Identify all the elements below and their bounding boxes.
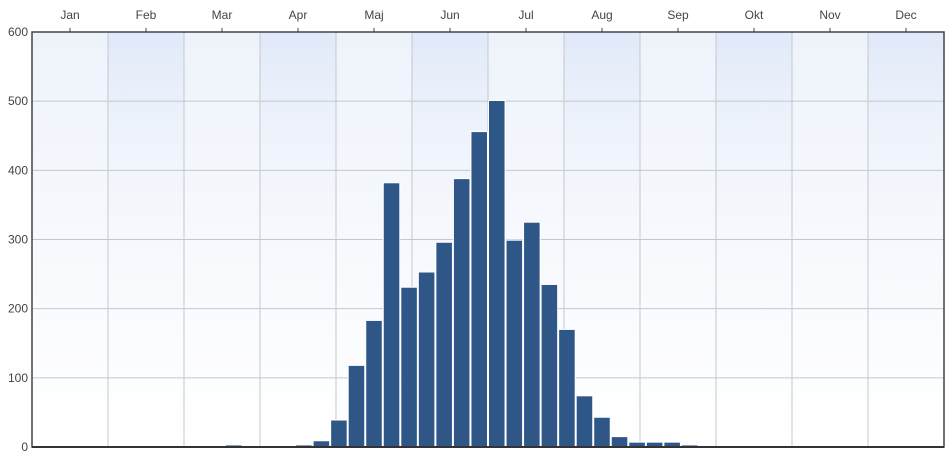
y-tick-label: 100 [8,371,28,385]
axes [31,28,945,448]
histogram-bar [330,419,348,448]
histogram-bar [558,328,576,448]
x-tick-label: Okt [745,8,764,22]
y-tick-label: 600 [8,25,28,39]
x-tick-label: Dec [895,8,916,22]
x-axis-tick-labels: Jan Feb Mar Apr Maj Jun Jul Aug Sep Okt Nov Dec [60,8,916,22]
histogram-bar [347,364,366,448]
x-tick-label: Mar [212,8,233,22]
x-tick-label: Apr [289,8,308,22]
x-tick-label: Feb [136,8,157,22]
histogram-bar [488,99,506,448]
y-tick-label: 400 [8,163,28,177]
histogram-bar [417,271,436,448]
histogram-bar [610,436,629,448]
x-tick-label: Aug [591,8,612,22]
histogram-bar [435,241,453,448]
x-tick-label: Maj [364,8,383,22]
histogram-bar [470,131,489,448]
y-axis-tick-labels: 0 100 200 300 400 500 600 [8,25,28,454]
y-tick-label: 300 [8,233,28,247]
histogram-bar [523,221,541,448]
x-tick-label: Jul [518,8,533,22]
histogram-bar [382,182,401,448]
histogram-bar [400,286,418,448]
bar-series [224,99,699,448]
x-tick-label: Jun [440,8,459,22]
histogram-bar [593,416,611,448]
x-tick-label: Nov [819,8,840,22]
histogram-bar [365,319,383,448]
histogram-bar [540,283,559,448]
y-tick-label: 200 [8,302,28,316]
histogram-bar [505,239,524,448]
x-tick-label: Jan [60,8,79,22]
histogram-bar [575,395,594,448]
histogram-bar [452,178,471,448]
y-tick-label: 500 [8,94,28,108]
x-tick-label: Sep [667,8,689,22]
y-tick-label: 0 [21,440,28,454]
